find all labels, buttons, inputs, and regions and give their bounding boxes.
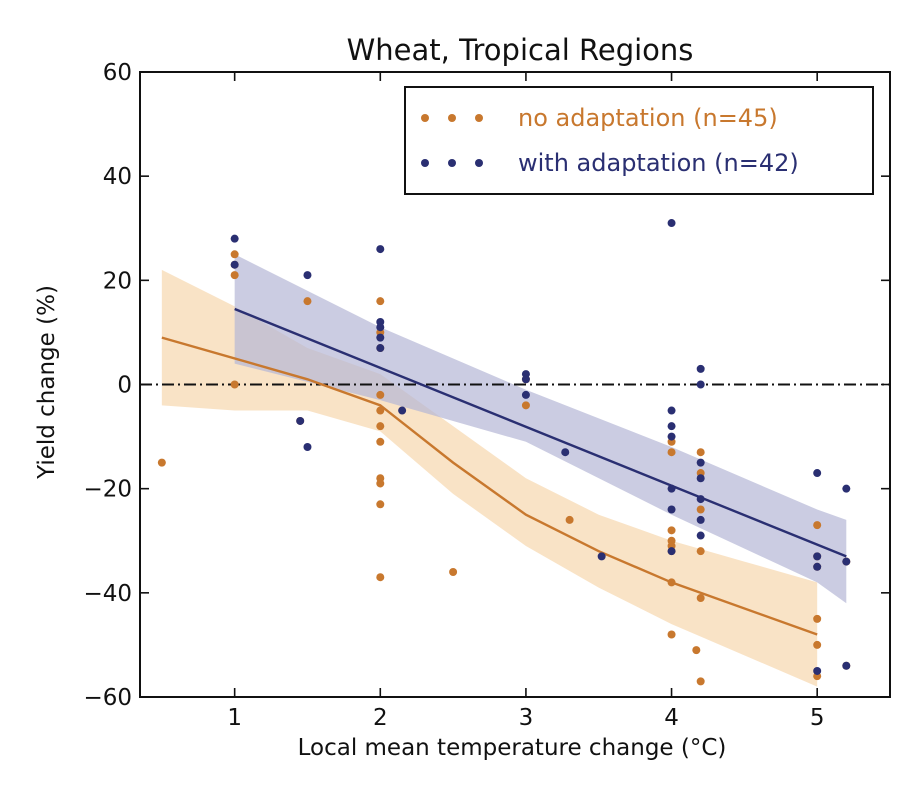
with-adaptation-point xyxy=(667,422,676,431)
no-adaptation-point xyxy=(376,422,385,431)
no-adaptation-point xyxy=(696,448,705,457)
legend-label-no-adaptation: no adaptation (n=45) xyxy=(518,104,778,132)
legend-box xyxy=(404,86,874,195)
no-adaptation-point xyxy=(696,594,705,603)
no-adaptation-point xyxy=(696,547,705,556)
with-adaptation-point xyxy=(561,448,570,457)
with-adaptation-point xyxy=(376,323,385,332)
x-tick-label: 4 xyxy=(664,705,679,731)
with-adaptation-point xyxy=(696,531,705,540)
no-adaptation-point xyxy=(667,578,676,587)
with-adaptation-point xyxy=(842,661,851,670)
with-adaptation-point xyxy=(230,260,239,269)
with-adaptation-point xyxy=(813,469,822,478)
with-adaptation-point xyxy=(696,515,705,524)
legend-marker-no-adaptation xyxy=(421,114,429,122)
y-tick-label: 0 xyxy=(117,373,132,399)
x-tick-label: 1 xyxy=(227,705,242,731)
chart-title: Wheat, Tropical Regions xyxy=(347,33,694,67)
x-tick-label: 3 xyxy=(519,705,534,731)
no-adaptation-point xyxy=(565,515,574,524)
legend-label-with-adaptation: with adaptation (n=42) xyxy=(518,149,799,177)
legend: no adaptation (n=45) with adaptation (n=4… xyxy=(404,86,874,195)
no-adaptation-point xyxy=(376,297,385,306)
no-adaptation-point xyxy=(813,521,822,530)
with-adaptation-point xyxy=(296,416,305,425)
with-adaptation-point xyxy=(696,474,705,483)
confidence-bands xyxy=(161,254,847,687)
legend-marker-with-adaptation xyxy=(475,159,483,167)
with-adaptation-point xyxy=(303,271,312,280)
with-adaptation-point xyxy=(667,505,676,514)
y-tick-label: 60 xyxy=(103,60,132,86)
with-adaptation-point xyxy=(696,380,705,389)
no-adaptation-point xyxy=(696,505,705,514)
y-tick-label: −20 xyxy=(83,477,132,503)
with-adaptation-point xyxy=(597,552,606,561)
with-adaptation-point xyxy=(696,458,705,467)
no-adaptation-fit-line xyxy=(161,336,818,636)
no-adaptation-point xyxy=(376,406,385,415)
no-adaptation-point xyxy=(696,677,705,686)
no-adaptation-point xyxy=(230,380,239,389)
with-adaptation-point xyxy=(667,219,676,228)
legend-marker-with-adaptation xyxy=(448,159,456,167)
with-adaptation-point xyxy=(521,390,530,399)
no-adaptation-point xyxy=(230,271,239,280)
legend-marker-no-adaptation xyxy=(448,114,456,122)
with-adaptation-point xyxy=(842,484,851,493)
y-tick-label: 20 xyxy=(103,268,132,294)
no-adaptation-point xyxy=(376,437,385,446)
with-adaptation-point xyxy=(696,495,705,504)
no-adaptation-point xyxy=(667,526,676,535)
with-adaptation-point xyxy=(667,484,676,493)
with-adaptation-point xyxy=(813,562,822,571)
with-adaptation-point xyxy=(376,333,385,342)
no-adaptation-point xyxy=(376,479,385,488)
x-tick-label: 2 xyxy=(373,705,388,731)
with-adaptation-point xyxy=(667,547,676,556)
x-tick-label: 5 xyxy=(810,705,825,731)
y-tick-label: −40 xyxy=(83,581,132,607)
no-adaptation-point xyxy=(667,630,676,639)
no-adaptation-point xyxy=(813,614,822,623)
with-adaptation-point xyxy=(667,406,676,415)
scatter-points xyxy=(157,219,851,686)
with-adaptation-point xyxy=(813,666,822,675)
no-adaptation-point xyxy=(376,573,385,582)
no-adaptation-point xyxy=(521,401,530,410)
no-adaptation-point xyxy=(376,390,385,399)
no-adaptation-point xyxy=(230,250,239,259)
no-adaptation-point xyxy=(667,448,676,457)
y-axis-label: Yield change (%) xyxy=(34,285,60,480)
with-adaptation-point xyxy=(521,375,530,384)
no-adaptation-point xyxy=(376,500,385,509)
y-tick-label: 40 xyxy=(103,164,132,190)
with-adaptation-point xyxy=(842,557,851,566)
with-adaptation-confidence-band xyxy=(234,254,847,604)
with-adaptation-point xyxy=(813,552,822,561)
with-adaptation-point xyxy=(667,432,676,441)
with-adaptation-point xyxy=(376,245,385,254)
no-adaptation-point xyxy=(813,640,822,649)
no-adaptation-point xyxy=(692,646,701,655)
no-adaptation-point xyxy=(157,458,166,467)
with-adaptation-point xyxy=(696,364,705,373)
no-adaptation-point xyxy=(449,568,458,576)
with-adaptation-point xyxy=(376,344,385,353)
with-adaptation-point xyxy=(303,443,312,451)
with-adaptation-fit-line xyxy=(234,307,847,558)
no-adaptation-point xyxy=(303,297,312,306)
y-tick-label: −60 xyxy=(83,685,132,711)
legend-marker-with-adaptation xyxy=(421,159,429,167)
with-adaptation-point xyxy=(398,406,407,415)
fit-lines xyxy=(161,307,847,636)
legend-marker-no-adaptation xyxy=(475,114,483,122)
x-axis-label: Local mean temperature change (°C) xyxy=(298,735,727,761)
with-adaptation-point xyxy=(230,234,239,243)
axis-ticks: 1 2 3 4 5 −60 −40 −20 0 20 40 60 xyxy=(83,60,890,731)
